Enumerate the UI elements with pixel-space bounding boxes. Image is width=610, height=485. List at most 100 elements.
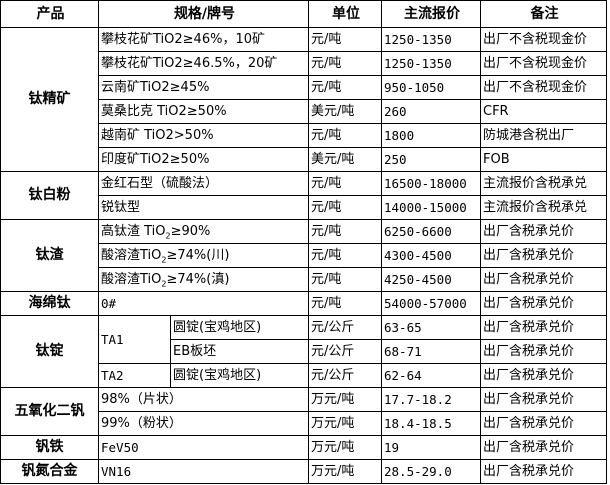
remark-cell: 主流报价含税承兑 bbox=[480, 171, 607, 196]
table-row: TA2 圆锭(宝鸡地区) 元/公斤 62-64 出厂含税承兑价 bbox=[1, 363, 607, 388]
price-cell: 950-1050 bbox=[381, 75, 481, 100]
remark-cell: 出厂含税承兑价 bbox=[480, 243, 607, 268]
spec-cell: 锐钛型 bbox=[98, 195, 309, 220]
product-cell: 海绵钛 bbox=[0, 291, 99, 316]
table-row: 五氧化二钒 98%（片状） 万元/吨 17.7-18.2 出厂含税承兑价 bbox=[0, 387, 607, 436]
header-remark: 备注 bbox=[480, 0, 607, 28]
unit-cell: 元/吨 bbox=[308, 123, 382, 148]
price-cell: 17.7-18.2 bbox=[381, 387, 481, 412]
spec-subscript: 2 bbox=[165, 231, 171, 241]
price-cell: 14000-15000 bbox=[381, 195, 481, 220]
spec-cell: 攀枝花矿TiO2≥46%，10矿 bbox=[98, 27, 309, 52]
spec-subscript: 2 bbox=[161, 255, 167, 265]
price-cell: 68-71 bbox=[381, 339, 481, 364]
spec-prefix: 酸溶渣TiO bbox=[101, 272, 162, 287]
product-cell: 钛白粉 bbox=[0, 171, 99, 220]
spec-cell: 酸溶渣TiO2≥74%(滇) bbox=[98, 267, 309, 292]
remark-cell: 出厂不含税现金价 bbox=[480, 27, 607, 52]
remark-cell: 出厂含税承兑价 bbox=[480, 459, 607, 484]
table-row: 锐钛型 元/吨 14000-15000 主流报价含税承兑 bbox=[1, 195, 607, 220]
table-row: 越南矿 TiO2>50% 元/吨 1800 防城港含税出厂 bbox=[1, 123, 607, 148]
table-row: 印度矿TiO2≥50% 美元/吨 250 FOB bbox=[1, 147, 607, 172]
spec-prefix: 高钛渣 TiO bbox=[101, 224, 166, 239]
unit-cell: 万元/吨 bbox=[308, 435, 382, 460]
spec-cell: 金红石型（硫酸法） bbox=[98, 171, 309, 196]
spec-cell: EB板坯 bbox=[170, 339, 309, 364]
spec-cell: 印度矿TiO2≥50% bbox=[98, 147, 309, 172]
spec-cell: 酸溶渣TiO2≥74%(川) bbox=[98, 243, 309, 268]
remark-cell: 出厂含税承兑价 bbox=[480, 291, 607, 316]
spec-cell: 云南矿TiO2≥45% bbox=[98, 75, 309, 100]
unit-cell: 美元/吨 bbox=[308, 147, 382, 172]
unit-cell: 元/公斤 bbox=[308, 339, 382, 364]
spec-cell: 越南矿 TiO2>50% bbox=[98, 123, 309, 148]
price-cell: 250 bbox=[381, 147, 481, 172]
price-cell: 1250-1350 bbox=[381, 27, 481, 52]
spec-cell: FeV50 bbox=[98, 435, 309, 460]
remark-cell: 出厂含税承兑价 bbox=[480, 219, 607, 244]
unit-cell: 元/吨 bbox=[308, 291, 382, 316]
header-spec: 规格/牌号 bbox=[98, 0, 309, 28]
product-cell: 钒铁 bbox=[0, 435, 99, 460]
unit-cell: 万元/吨 bbox=[308, 387, 382, 412]
price-cell: 6250-6600 bbox=[381, 219, 481, 244]
table-row: 莫桑比克 TiO2≥50% 美元/吨 260 CFR bbox=[1, 99, 607, 124]
price-cell: 260 bbox=[381, 99, 481, 124]
table-row: 钒铁 FeV50 万元/吨 19 出厂含税承兑价 bbox=[0, 435, 607, 460]
remark-cell: 出厂含税承兑价 bbox=[480, 363, 607, 388]
spec-cell: 圆锭(宝鸡地区) bbox=[170, 363, 309, 388]
remark-cell: 出厂不含税现金价 bbox=[480, 75, 607, 100]
unit-cell: 元/吨 bbox=[308, 267, 382, 292]
header-price: 主流报价 bbox=[381, 0, 481, 28]
price-cell: 62-64 bbox=[381, 363, 481, 388]
spec-suffix: ≥74%(川) bbox=[166, 248, 230, 263]
unit-cell: 元/吨 bbox=[308, 243, 382, 268]
table-row: 钛锭 TA1 圆锭(宝鸡地区) 元/公斤 63-65 出厂含税承兑价 bbox=[0, 315, 607, 388]
unit-cell: 元/公斤 bbox=[308, 315, 382, 340]
table-row: 攀枝花矿TiO2≥46.5%，20矿 元/吨 1250-1350 出厂不含税现金价 bbox=[1, 51, 607, 76]
remark-cell: 出厂含税承兑价 bbox=[480, 411, 607, 436]
remark-cell: 出厂不含税现金价 bbox=[480, 51, 607, 76]
spec-cell: VN16 bbox=[98, 459, 309, 484]
spec-prefix: 酸溶渣TiO bbox=[101, 248, 162, 263]
price-cell: 16500-18000 bbox=[381, 171, 481, 196]
spec-cell: 高钛渣 TiO2≥90% bbox=[98, 219, 309, 244]
product-cell: 钛精矿 bbox=[0, 27, 99, 172]
unit-cell: 元/吨 bbox=[308, 171, 382, 196]
spec-cell: 圆锭(宝鸡地区) bbox=[170, 315, 309, 340]
table-row: 酸溶渣TiO2≥74%(川) 元/吨 4300-4500 出厂含税承兑价 bbox=[1, 243, 607, 268]
product-cell: 钛锭 bbox=[0, 315, 99, 388]
unit-cell: 元/吨 bbox=[308, 27, 382, 52]
remark-cell: 出厂含税承兑价 bbox=[480, 387, 607, 412]
price-cell: 4250-4500 bbox=[381, 267, 481, 292]
unit-cell: 万元/吨 bbox=[308, 411, 382, 436]
unit-cell: 元/吨 bbox=[308, 219, 382, 244]
price-cell: 4300-4500 bbox=[381, 243, 481, 268]
grade-cell: TA1 bbox=[98, 315, 171, 364]
unit-cell: 美元/吨 bbox=[308, 99, 382, 124]
spec-cell: 98%（片状） bbox=[98, 387, 309, 412]
table-row: 钛渣 高钛渣 TiO2≥90% 元/吨 6250-6600 出厂含税承兑价 bbox=[0, 219, 607, 292]
price-cell: 54000-57000 bbox=[381, 291, 481, 316]
table-row: 钛精矿 攀枝花矿TiO2≥46%，10矿 元/吨 1250-1350 出厂不含税现金价 bbox=[0, 27, 607, 172]
unit-cell: 万元/吨 bbox=[308, 459, 382, 484]
table-row: 钛白粉 金红石型（硫酸法） 元/吨 16500-18000 主流报价含税承兑 bbox=[0, 171, 607, 220]
remark-cell: 出厂含税承兑价 bbox=[480, 339, 607, 364]
remark-cell: 主流报价含税承兑 bbox=[480, 195, 607, 220]
price-cell: 28.5-29.0 bbox=[381, 459, 481, 484]
price-cell: 63-65 bbox=[381, 315, 481, 340]
header-unit: 单位 bbox=[308, 0, 382, 28]
product-cell: 钒氮合金 bbox=[0, 459, 99, 484]
product-cell: 钛渣 bbox=[0, 219, 99, 292]
spec-cell: 0# bbox=[98, 291, 309, 316]
table-row: 酸溶渣TiO2≥74%(滇) 元/吨 4250-4500 出厂含税承兑价 bbox=[1, 267, 607, 292]
remark-cell: FOB bbox=[480, 147, 607, 172]
remark-cell: 出厂含税承兑价 bbox=[480, 267, 607, 292]
price-cell: 19 bbox=[381, 435, 481, 460]
spec-cell: 攀枝花矿TiO2≥46.5%，20矿 bbox=[98, 51, 309, 76]
remark-cell: 防城港含税出厂 bbox=[480, 123, 607, 148]
unit-cell: 元/吨 bbox=[308, 51, 382, 76]
remark-cell: CFR bbox=[480, 99, 607, 124]
spec-cell: 莫桑比克 TiO2≥50% bbox=[98, 99, 309, 124]
